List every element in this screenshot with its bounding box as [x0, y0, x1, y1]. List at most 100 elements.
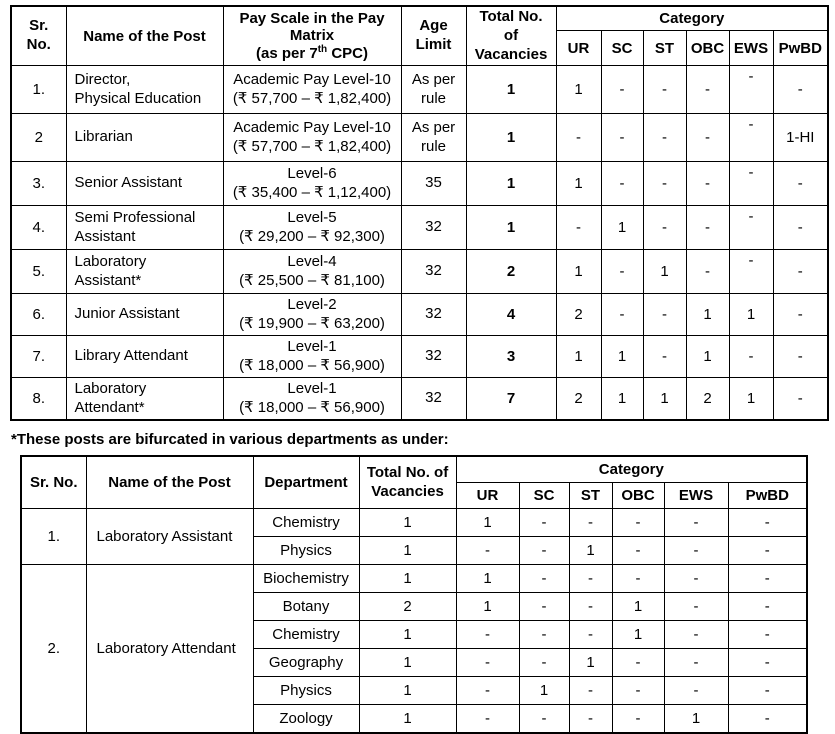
obc-cell: 1: [611, 620, 665, 650]
ur-cell: -: [555, 205, 602, 251]
table-row: Botany 2 1 - - 1 - -: [21, 592, 808, 622]
table-row: Geography 1 - - 1 - - -: [21, 648, 808, 678]
department-cell: Chemistry: [252, 620, 360, 650]
ur-cell: 1: [455, 564, 520, 594]
pwbd-cell: -: [772, 377, 829, 421]
post-name-cell: Laboratory Assistant*: [65, 249, 224, 295]
post-name-header: Name of the Post: [85, 455, 254, 510]
sc-cell: -: [518, 648, 570, 678]
department-cell: Botany: [252, 592, 360, 622]
ews-cell: 1: [728, 293, 774, 337]
pwbd-cell: -: [727, 648, 808, 678]
sr-cell: 2.: [20, 564, 87, 734]
ews-cell: -: [728, 161, 774, 207]
total-vacancies-cell: 1: [358, 536, 457, 566]
sc-cell: -: [518, 564, 570, 594]
total-vacancies-header: Total No. of Vacancies: [465, 5, 557, 67]
ews-header: EWS: [663, 482, 729, 510]
sc-cell: -: [518, 704, 570, 734]
sc-cell: -: [518, 592, 570, 622]
total-vacancies-cell: 1: [465, 161, 557, 207]
table-row: 2 Librarian Academic Pay Level-10 (₹ 57,…: [10, 113, 829, 163]
total-vacancies-cell: 3: [465, 335, 557, 379]
obc-header: OBC: [685, 30, 730, 67]
category-header: Category: [555, 5, 829, 32]
ur-cell: 1: [555, 65, 602, 115]
st-cell: -: [568, 620, 613, 650]
ur-cell: -: [555, 113, 602, 163]
sr-cell: 3.: [10, 161, 67, 207]
ews-cell: -: [663, 536, 729, 566]
pwbd-cell: -: [727, 536, 808, 566]
post-name-cell: Laboratory Attendant: [85, 564, 254, 734]
post-name-cell: Semi Professional Assistant: [65, 205, 224, 251]
total-vacancies-cell: 1: [358, 564, 457, 594]
total-vacancies-cell: 2: [358, 592, 457, 622]
post-name-cell: Library Attendant: [65, 335, 224, 379]
pwbd-cell: -: [727, 564, 808, 594]
ews-cell: -: [728, 205, 774, 251]
ur-cell: 1: [555, 249, 602, 295]
pwbd-header: PwBD: [772, 30, 829, 67]
total-vacancies-header: Total No. of Vacancies: [358, 455, 457, 510]
pay-scale-cell: Level-1 (₹ 18,000 – ₹ 56,900): [222, 377, 402, 421]
pwbd-cell: -: [727, 508, 808, 538]
age-cell: 32: [400, 377, 467, 421]
department-cell: Zoology: [252, 704, 360, 734]
pwbd-cell: 1-HI: [772, 113, 829, 163]
ews-cell: -: [728, 65, 774, 115]
table-row: 6. Junior Assistant Level-2 (₹ 19,900 – …: [10, 293, 829, 337]
ur-cell: 1: [455, 592, 520, 622]
pay-scale-cell: Level-2 (₹ 19,900 – ₹ 63,200): [222, 293, 402, 337]
sr-cell: 8.: [10, 377, 67, 421]
obc-cell: -: [685, 65, 730, 115]
post-name-header: Name of the Post: [65, 5, 224, 67]
pay-scale-cell: Academic Pay Level-10 (₹ 57,700 – ₹ 1,82…: [222, 113, 402, 163]
st-cell: -: [642, 293, 687, 337]
pwbd-cell: -: [727, 620, 808, 650]
obc-cell: -: [685, 205, 730, 251]
st-cell: 1: [642, 377, 687, 421]
age-cell: 32: [400, 293, 467, 337]
pwbd-cell: -: [772, 335, 829, 379]
total-vacancies-cell: 1: [358, 704, 457, 734]
st-cell: -: [568, 676, 613, 706]
st-cell: -: [568, 592, 613, 622]
bifurcation-note: *These posts are bifurcated in various d…: [11, 431, 449, 449]
st-cell: -: [568, 564, 613, 594]
st-cell: -: [642, 205, 687, 251]
ews-cell: -: [663, 676, 729, 706]
ews-header: EWS: [728, 30, 774, 67]
pay-scale-cell: Level-4 (₹ 25,500 – ₹ 81,100): [222, 249, 402, 295]
sc-cell: 1: [600, 335, 644, 379]
st-cell: -: [568, 704, 613, 734]
sc-cell: 1: [600, 205, 644, 251]
pwbd-cell: -: [727, 676, 808, 706]
st-header: ST: [568, 482, 613, 510]
ews-cell: 1: [728, 377, 774, 421]
sc-cell: 1: [518, 676, 570, 706]
table-row: 2. Laboratory Attendant Biochemistry 1 1…: [20, 564, 808, 734]
sc-header: SC: [518, 482, 570, 510]
sr-cell: 4.: [10, 205, 67, 251]
category-header: Category: [455, 455, 808, 484]
pwbd-header: PwBD: [727, 482, 808, 510]
obc-cell: -: [611, 564, 665, 594]
sc-cell: -: [518, 620, 570, 650]
st-cell: -: [642, 65, 687, 115]
age-cell: 32: [400, 249, 467, 295]
sc-cell: -: [518, 536, 570, 566]
total-vacancies-cell: 7: [465, 377, 557, 421]
st-cell: -: [642, 161, 687, 207]
ews-cell: 1: [663, 704, 729, 734]
st-header: ST: [642, 30, 687, 67]
sr-cell: 5.: [10, 249, 67, 295]
vacancies-by-post-table: Sr. No. Name of the Post Pay Scale in th…: [10, 5, 830, 422]
ews-cell: -: [663, 648, 729, 678]
sr-cell: 1.: [10, 65, 67, 115]
obc-cell: -: [611, 648, 665, 678]
pay-scale-header-line2: Matrix: [289, 27, 335, 45]
post-name-cell: Senior Assistant: [65, 161, 224, 207]
ur-cell: 1: [555, 335, 602, 379]
st-cell: 1: [642, 249, 687, 295]
